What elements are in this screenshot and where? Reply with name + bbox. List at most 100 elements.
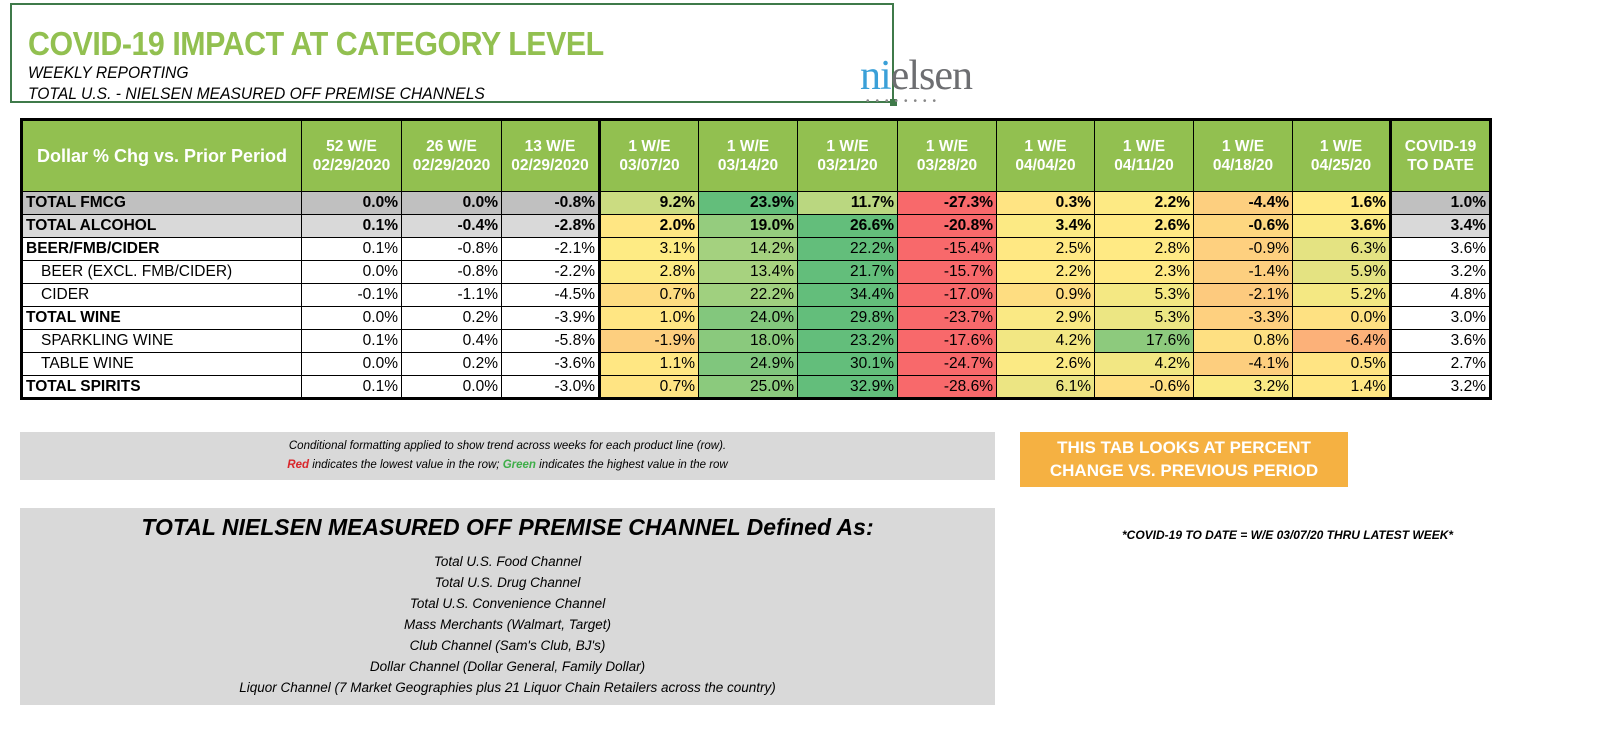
value-cell: 2.6% [996, 352, 1095, 376]
row-label: TOTAL SPIRITS [21, 375, 302, 399]
value-cell: 0.0% [301, 191, 402, 215]
value-cell: -0.9% [1193, 237, 1293, 261]
column-header: 26 W/E 02/29/2020 [401, 119, 502, 192]
value-cell: 0.3% [996, 191, 1095, 215]
value-cell: 23.2% [797, 329, 898, 353]
value-cell: 1.1% [598, 352, 699, 376]
legend-text-a: indicates the lowest value in the row; [309, 459, 503, 471]
value-cell: 0.7% [598, 283, 699, 307]
column-header: 1 W/E 03/28/20 [897, 119, 997, 192]
value-cell: 19.0% [698, 214, 798, 238]
value-cell: 25.0% [698, 375, 798, 399]
value-cell: 6.3% [1292, 237, 1391, 261]
title-box: COVID-19 IMPACT AT CATEGORY LEVEL WEEKLY… [10, 3, 897, 106]
row-label: TOTAL WINE [21, 306, 302, 330]
value-cell: 3.6% [1292, 214, 1391, 238]
value-cell: 4.2% [996, 329, 1095, 353]
value-cell: -24.7% [897, 352, 997, 376]
value-cell: -23.7% [897, 306, 997, 330]
value-cell: 21.7% [797, 260, 898, 284]
value-cell: 26.6% [797, 214, 898, 238]
column-header: 52 W/E 02/29/2020 [301, 119, 402, 192]
value-cell: -0.4% [401, 214, 502, 238]
value-cell: 2.9% [996, 306, 1095, 330]
subtitle-weekly: WEEKLY REPORTING [28, 63, 189, 82]
legend-text-b: indicates the highest value in the row [535, 459, 728, 471]
value-cell: -17.0% [897, 283, 997, 307]
value-cell: 2.8% [598, 260, 699, 284]
channel-definition-box: TOTAL NIELSEN MEASURED OFF PREMISE CHANN… [20, 508, 995, 705]
column-header: 13 W/E 02/29/2020 [501, 119, 600, 192]
category-table: Dollar % Chg vs. Prior Period 52 W/E 02/2… [20, 118, 1492, 400]
value-cell: 0.1% [301, 237, 402, 261]
value-cell: 3.6% [1389, 329, 1491, 353]
value-cell: 2.6% [1094, 214, 1194, 238]
column-header: 1 W/E 03/07/20 [598, 119, 699, 192]
value-cell: 23.9% [698, 191, 798, 215]
value-cell: -3.3% [1193, 306, 1293, 330]
value-cell: 0.7% [598, 375, 699, 399]
value-cell: 0.0% [301, 306, 402, 330]
value-cell: 22.2% [797, 237, 898, 261]
value-cell: 5.9% [1292, 260, 1391, 284]
value-cell: 32.9% [797, 375, 898, 399]
footnote: *COVID-19 TO DATE = W/E 03/07/20 THRU LA… [1122, 528, 1454, 542]
value-cell: 3.1% [598, 237, 699, 261]
channel-item: Liquor Channel (7 Market Geographies plu… [239, 680, 776, 695]
row-label: TOTAL ALCOHOL [21, 214, 302, 238]
value-cell: 3.2% [1193, 375, 1293, 399]
value-cell: -5.8% [501, 329, 600, 353]
row-label: TABLE WINE [21, 352, 302, 376]
table-row: BEER (EXCL. FMB/CIDER) 0.0% -0.8% -2.2% 2.8%… [21, 260, 1491, 284]
value-cell: 30.1% [797, 352, 898, 376]
table-row: TOTAL ALCOHOL 0.1% -0.4% -2.8% 2.0% 19.0% 26.6… [21, 214, 1491, 238]
column-header: Dollar % Chg vs. Prior Period [21, 119, 302, 192]
value-cell: 29.8% [797, 306, 898, 330]
value-cell: 2.0% [598, 214, 699, 238]
value-cell: 3.2% [1389, 375, 1491, 399]
value-cell: 3.4% [996, 214, 1095, 238]
column-header: 1 W/E 04/18/20 [1193, 119, 1293, 192]
value-cell: 0.0% [301, 260, 402, 284]
value-cell: 2.8% [1094, 237, 1194, 261]
legend-green: Green [502, 459, 536, 471]
selection-handle[interactable] [890, 99, 897, 106]
column-header: 1 W/E 04/25/20 [1292, 119, 1391, 192]
value-cell: 22.2% [698, 283, 798, 307]
column-header: 1 W/E 04/11/20 [1094, 119, 1194, 192]
value-cell: -3.6% [501, 352, 600, 376]
value-cell: 0.1% [301, 214, 402, 238]
value-cell: -0.6% [1094, 375, 1194, 399]
subtitle-channels: TOTAL U.S. - NIELSEN MEASURED OFF PREMIS… [28, 84, 485, 103]
value-cell: 0.4% [401, 329, 502, 353]
formatting-legend: Conditional formatting applied to show t… [20, 432, 995, 480]
value-cell: -0.8% [401, 260, 502, 284]
value-cell: -4.1% [1193, 352, 1293, 376]
legend-line2: Red indicates the lowest value in the ro… [20, 456, 995, 475]
value-cell: 3.4% [1389, 214, 1491, 238]
row-label: CIDER [21, 283, 302, 307]
table-row: SPARKLING WINE 0.1% 0.4% -5.8% -1.9% 18.0% 23.… [21, 329, 1491, 353]
value-cell: 24.9% [698, 352, 798, 376]
value-cell: 18.0% [698, 329, 798, 353]
row-label: BEER/FMB/CIDER [21, 237, 302, 261]
row-label: BEER (EXCL. FMB/CIDER) [21, 260, 302, 284]
logo-dots: •••••••• [866, 96, 943, 107]
nielsen-logo: nielsen [860, 53, 973, 99]
value-cell: 0.1% [301, 375, 402, 399]
value-cell: 2.5% [996, 237, 1095, 261]
column-header: 1 W/E 03/14/20 [698, 119, 798, 192]
value-cell: 3.2% [1389, 260, 1491, 284]
value-cell: 2.7% [1389, 352, 1491, 376]
callout-box: THIS TAB LOOKS AT PERCENT CHANGE VS. PRE… [1020, 432, 1348, 487]
value-cell: 0.5% [1292, 352, 1391, 376]
value-cell: 11.7% [797, 191, 898, 215]
value-cell: -6.4% [1292, 329, 1391, 353]
value-cell: 6.1% [996, 375, 1095, 399]
value-cell: 0.0% [401, 375, 502, 399]
value-cell: -20.8% [897, 214, 997, 238]
value-cell: 34.4% [797, 283, 898, 307]
value-cell: 24.0% [698, 306, 798, 330]
value-cell: 4.8% [1389, 283, 1491, 307]
value-cell: -1.4% [1193, 260, 1293, 284]
